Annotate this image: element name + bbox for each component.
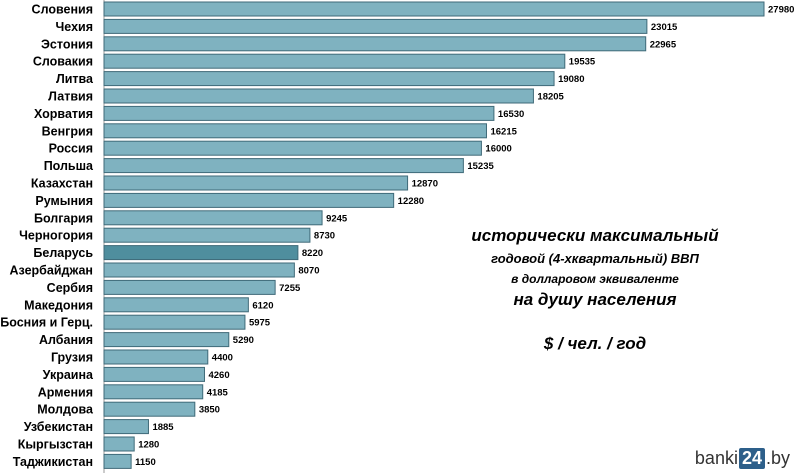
annotation-line-2: годовой (4-хквартальный) ВВП — [491, 251, 699, 266]
bar — [103, 453, 132, 469]
bar — [103, 332, 230, 348]
bar — [103, 36, 647, 52]
value-label: 5975 — [249, 318, 271, 329]
value-label: 8070 — [298, 266, 319, 277]
bar — [103, 419, 149, 435]
category-label: Азербайджан — [10, 264, 93, 278]
category-label: Словения — [32, 3, 93, 17]
value-label: 7255 — [279, 283, 301, 294]
category-label: Босния и Герц. — [0, 316, 93, 330]
brand-logo: banki 24 .by — [695, 448, 790, 469]
bar — [103, 210, 323, 226]
category-label: Грузия — [51, 351, 93, 365]
category-label: Сербия — [47, 281, 93, 295]
bar — [103, 105, 495, 121]
value-label: 19080 — [558, 74, 584, 85]
value-label: 1150 — [135, 457, 156, 468]
category-label: Молдова — [37, 403, 94, 417]
category-label: Украина — [43, 368, 94, 382]
bar — [103, 384, 204, 400]
value-label: 9245 — [326, 213, 348, 224]
value-label: 4185 — [207, 387, 229, 398]
annotation-line-1: исторически максимальный — [471, 226, 719, 245]
value-label: 23015 — [651, 22, 678, 33]
chart-annotation: исторически максимальный годовой (4-хква… — [455, 224, 735, 356]
bar — [103, 245, 299, 261]
bar — [103, 53, 566, 69]
category-label: Македония — [24, 298, 93, 312]
category-label: Польша — [44, 159, 94, 173]
category-label: Узбекистан — [24, 420, 93, 434]
category-label: Хорватия — [34, 107, 93, 121]
category-label: Беларусь — [33, 246, 93, 260]
value-label: 5290 — [233, 335, 254, 346]
value-label: 18205 — [537, 92, 564, 103]
category-label: Черногория — [19, 229, 93, 243]
value-label: 4400 — [212, 353, 233, 364]
value-label: 8730 — [314, 231, 335, 242]
bar — [103, 175, 409, 191]
value-label: 1280 — [138, 440, 159, 451]
value-label: 3850 — [199, 405, 220, 416]
value-label: 16000 — [485, 144, 511, 155]
bar — [103, 18, 648, 34]
category-label: Чехия — [56, 20, 94, 34]
bar — [103, 262, 295, 278]
bar — [103, 192, 395, 208]
category-label: Россия — [49, 142, 93, 156]
bar — [103, 436, 135, 452]
brand-prefix: banki — [694, 448, 738, 468]
bar — [103, 314, 246, 330]
category-label: Болгария — [34, 211, 93, 225]
category-label: Казахстан — [31, 177, 93, 191]
category-label: Словакия — [33, 55, 93, 69]
category-label: Армения — [38, 385, 93, 399]
bar — [103, 140, 482, 156]
value-label: 22965 — [650, 39, 677, 50]
value-label: 19535 — [569, 57, 596, 68]
bar — [103, 227, 311, 243]
category-label: Румыния — [35, 194, 93, 208]
category-label: Эстония — [41, 37, 93, 51]
category-label: Таджикистан — [13, 455, 93, 469]
category-label: Кыргызстан — [18, 438, 93, 452]
bar — [103, 1, 765, 17]
annotation-line-3: в долларовом эквиваленте — [511, 272, 679, 286]
bar — [103, 88, 534, 104]
annotation-line-4: на душу населения — [513, 290, 677, 309]
brand-suffix: .by — [765, 448, 790, 468]
value-label: 27980 — [768, 5, 794, 16]
category-label: Албания — [39, 333, 93, 347]
value-label: 8220 — [302, 248, 323, 259]
bar — [103, 123, 487, 139]
bar — [103, 279, 276, 295]
category-label: Венгрия — [42, 124, 93, 138]
value-label: 6120 — [252, 300, 273, 311]
value-label: 16215 — [490, 126, 517, 137]
bar — [103, 366, 205, 382]
value-label: 12870 — [412, 179, 438, 190]
category-label: Латвия — [48, 90, 93, 104]
value-label: 15235 — [467, 161, 494, 172]
annotation-units: $ / чел. / год — [543, 334, 647, 353]
bar — [103, 349, 209, 365]
bar — [103, 71, 555, 87]
bar — [103, 297, 249, 313]
value-label: 4260 — [208, 370, 229, 381]
brand-number: 24 — [738, 448, 765, 469]
category-label: Литва — [56, 72, 94, 86]
value-label: 1885 — [152, 422, 174, 433]
value-label: 16530 — [498, 109, 524, 120]
bar — [103, 158, 464, 174]
value-label: 12280 — [398, 196, 424, 207]
bar — [103, 401, 196, 417]
